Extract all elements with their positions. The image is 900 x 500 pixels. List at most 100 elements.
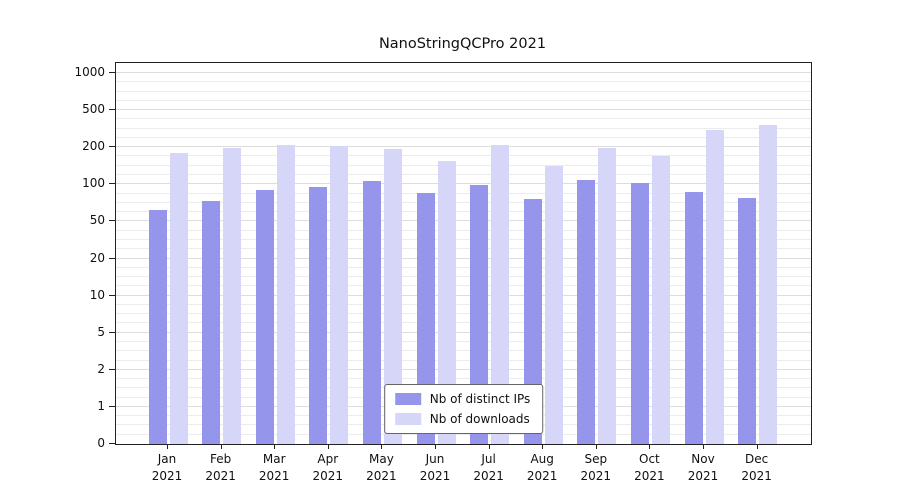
x-axis-label: Dec 2021 [725,451,789,485]
legend: Nb of distinct IPs Nb of downloads [383,384,544,434]
bar-nb-of-distinct-ips [309,186,328,444]
x-axis-tick [649,445,651,449]
bar-nb-of-distinct-ips [255,189,274,444]
y-axis-tick [109,331,115,333]
legend-item-downloads: Nb of downloads [394,412,531,426]
x-axis-label: Aug 2021 [510,451,574,485]
x-axis-label-line: May [368,452,394,466]
x-axis-label-line: 2021 [526,468,558,483]
gridline [116,174,811,176]
gridline [116,99,811,101]
x-axis-label: Oct 2021 [617,451,681,485]
x-axis-label-line: Apr [317,452,339,466]
gridline [116,136,811,138]
gridline [116,146,811,148]
y-axis-tick-label: 200 [82,139,105,154]
x-axis-label-line: Aug [530,452,554,466]
gridline [116,220,811,222]
x-axis-label-line: 2021 [687,468,719,483]
x-axis-label-line: 2021 [580,468,612,483]
bar-nb-of-distinct-ips [577,179,596,444]
x-axis-label-line: Jul [481,452,496,466]
x-axis-label: May 2021 [349,451,413,485]
x-axis-label-line: 2021 [419,468,451,483]
gridline [116,183,811,185]
y-axis-tick-label: 1000 [74,65,105,79]
x-axis-label-line: 2021 [258,468,290,483]
gridline [116,90,811,92]
gridline [116,276,811,278]
x-axis-label-line: Feb [209,452,232,466]
bar-nb-of-distinct-ips [684,191,703,444]
legend-label-downloads: Nb of downloads [429,412,530,426]
bar-nb-of-downloads [330,145,349,444]
gridline [116,340,811,342]
legend-swatch-downloads [394,413,421,425]
bar-nb-of-distinct-ips [416,193,435,444]
x-axis-tick [595,445,597,449]
gridline [116,192,811,194]
bar-nb-of-distinct-ips [523,199,542,444]
x-axis-label-line: 2021 [312,468,344,483]
bar-nb-of-distinct-ips [738,197,757,444]
y-axis-tick [109,183,115,185]
y-axis-tick-label: 20 [89,250,105,265]
y-axis-tick-label: 1 [97,398,105,413]
bar-nb-of-downloads [223,148,242,444]
bar-nb-of-downloads [705,129,724,444]
x-axis-label-line: Jan [157,452,177,466]
x-axis-label-line: Nov [691,452,715,466]
gridline [116,359,811,361]
x-axis-label-line: Sep [584,452,608,466]
bar-nb-of-downloads [651,156,670,444]
x-axis-tick [542,445,544,449]
x-axis-tick [756,445,758,449]
x-axis-label: Sep 2021 [564,451,628,485]
gridline [116,155,811,157]
x-axis-label: Jan 2021 [135,451,199,485]
x-axis-label-line: 2021 [741,468,772,483]
gridline [116,322,811,324]
chart-title: NanoStringQCPro 2021 [378,36,547,52]
gridline [116,331,811,333]
y-axis-tick-label: 10 [89,287,105,302]
gridline [116,238,811,240]
y-axis-tick [109,109,115,111]
gridline [116,285,811,287]
gridline [116,164,811,166]
gridline [116,109,811,111]
gridline [116,127,811,129]
bar-nb-of-downloads [598,148,617,444]
x-axis-label-line: Mar [262,452,286,466]
legend-label-distinct-ips: Nb of distinct IPs [429,392,531,406]
plot-area: Nb of distinct IPs Nb of downloads [115,62,812,445]
gridline [116,266,811,268]
x-axis-label: Feb 2021 [189,451,253,485]
gridline [116,118,811,120]
y-axis-tick [109,146,115,148]
gridline [116,201,811,203]
gridline [116,72,811,73]
y-axis-tick-label: 50 [89,213,105,228]
bar-nb-of-downloads [491,144,510,444]
y-axis-tick-label: 2 [97,361,105,376]
y-axis-tick [109,443,115,444]
y-axis-tick-label: 5 [97,324,105,339]
x-axis-tick [381,445,383,449]
x-axis-label-line: 2021 [473,468,504,483]
x-axis-label-line: 2021 [634,468,665,483]
x-axis-tick [220,445,222,449]
y-axis-tick [109,257,115,259]
x-axis-label: Apr 2021 [296,451,360,485]
x-axis-label-line: Oct [639,452,660,466]
y-axis-tick [109,368,115,370]
x-axis-label-line: 2021 [205,468,236,483]
y-axis-tick-label: 0 [97,436,105,450]
x-axis-label-line: 2021 [151,468,183,483]
gridline [116,368,811,370]
gridline [116,433,811,435]
y-axis-tick [109,294,115,296]
x-axis-tick [435,445,436,449]
